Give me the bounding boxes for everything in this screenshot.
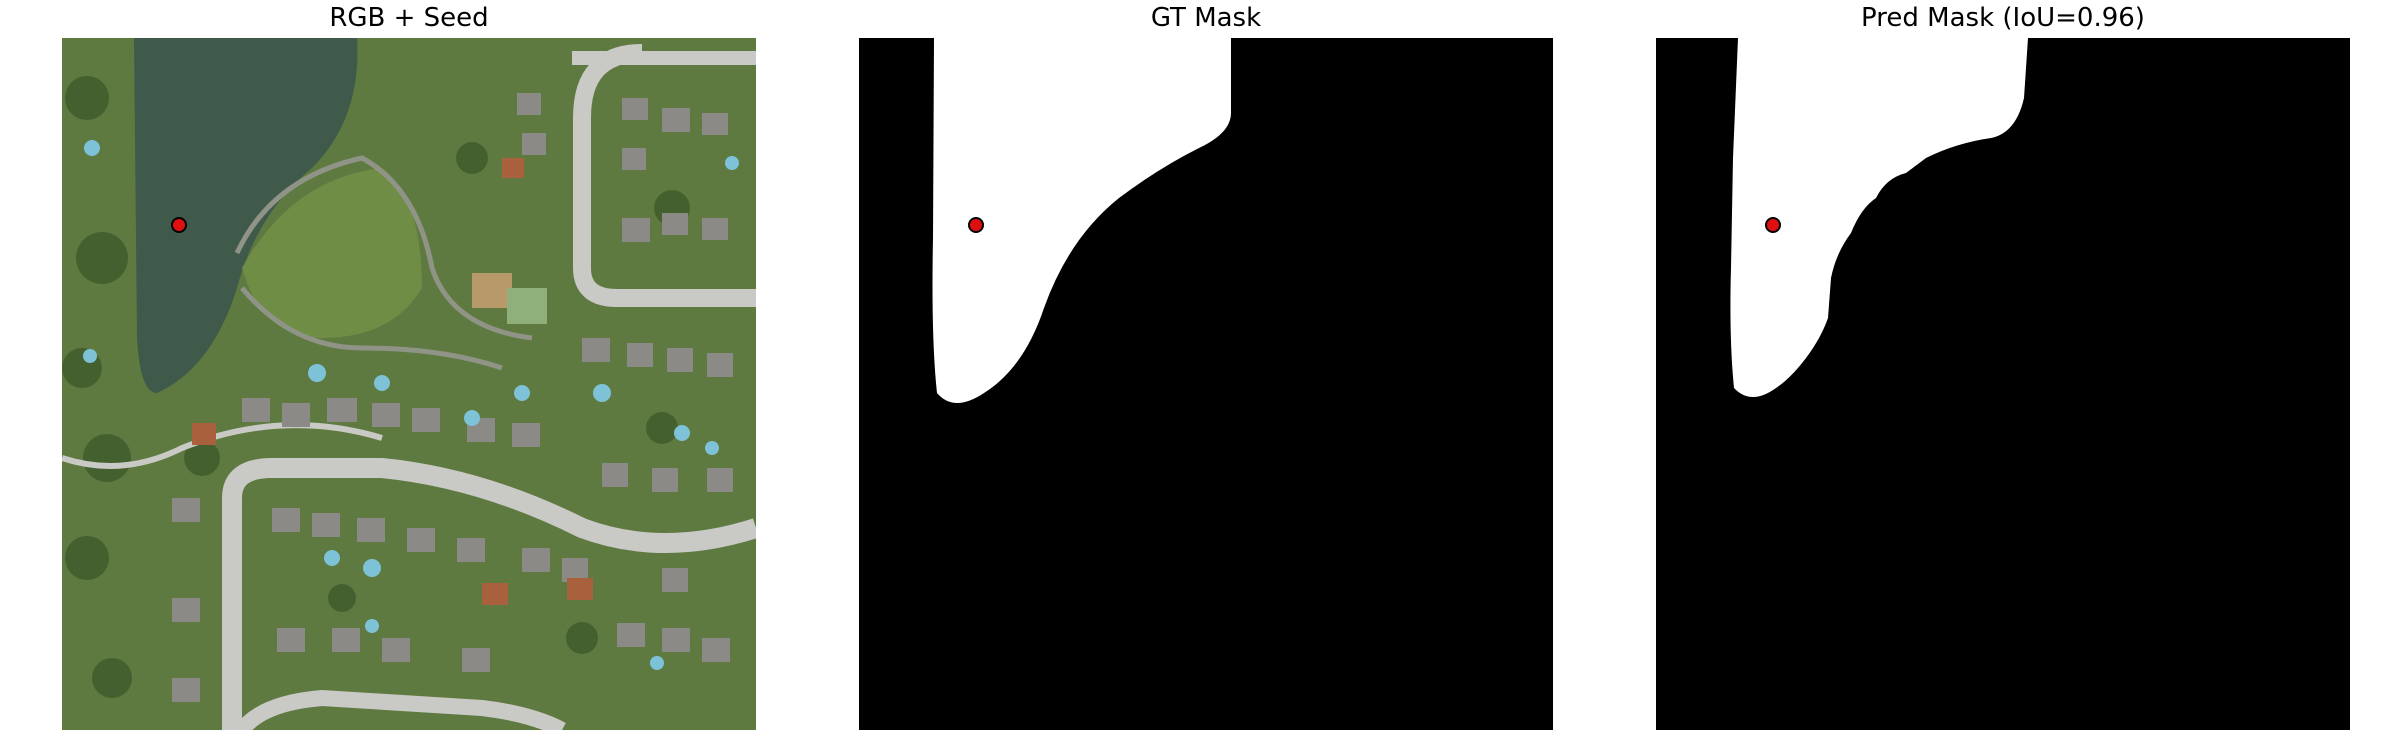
seed-point (968, 217, 984, 233)
panel-rgb-seed: RGB + Seed (62, 0, 756, 750)
aerial-image (62, 38, 756, 730)
panel-title-gt: GT Mask (1150, 3, 1262, 33)
pred-mask-region (1730, 38, 2028, 397)
pred-mask-image (1656, 38, 2350, 730)
gt-mask-image (859, 38, 1553, 730)
gt-mask-region (932, 38, 1231, 403)
panel-title-rgb: RGB + Seed (329, 3, 489, 33)
seed-point (1765, 217, 1781, 233)
seed-point (171, 217, 187, 233)
panel-gt-mask: GT Mask (859, 0, 1553, 750)
panel-pred-mask: Pred Mask (IoU=0.96) (1656, 0, 2350, 750)
lake-shape (134, 38, 358, 393)
panel-title-pred: Pred Mask (IoU=0.96) (1861, 3, 2145, 33)
